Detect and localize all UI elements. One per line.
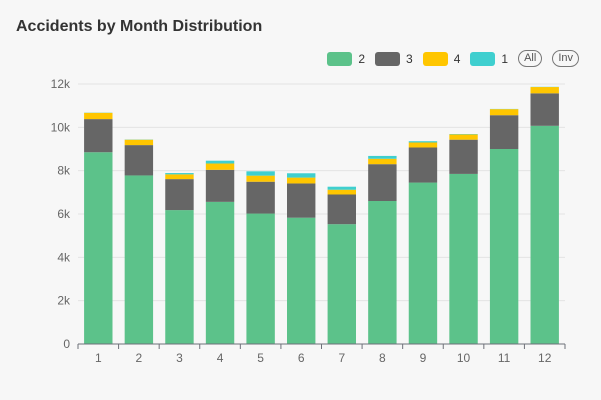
legend-swatch-2 [327,51,353,66]
bar-segment[interactable] [205,169,235,202]
y-tick-label: 0 [63,337,70,351]
bar-segment[interactable] [287,183,316,218]
x-tick-label: 3 [176,351,183,365]
legend-label-1: 1 [501,51,509,66]
x-tick-label: 10 [457,351,471,365]
bar-segment[interactable] [368,155,397,159]
x-tick-label: 11 [498,351,511,365]
bar-segment[interactable] [449,134,478,140]
bar-segment[interactable] [408,141,438,143]
y-tick-label: 6k [57,207,71,221]
bar-segment[interactable] [124,175,154,344]
x-tick-label: 12 [538,351,552,365]
bar-segment[interactable] [489,109,519,116]
legend: 2 3 4 1 All Inv [327,50,579,67]
bar-segment[interactable] [530,125,559,344]
bar-segment[interactable] [165,173,194,175]
legend-label-4: 4 [453,51,461,66]
y-tick-label: 4k [57,250,71,264]
bar-segment[interactable] [489,149,519,344]
x-tick-label: 5 [257,351,264,365]
y-tick-label: 8k [57,164,71,178]
legend-swatch-3 [375,51,401,66]
bar-segment[interactable] [449,173,478,344]
y-tick-label: 12k [51,77,71,91]
y-tick-label: 10k [51,120,71,134]
bar-segment[interactable] [246,181,275,214]
bar-segment[interactable] [530,87,559,94]
bar-segment[interactable] [246,171,275,176]
bar-segment[interactable] [327,189,356,195]
legend-swatch-1 [470,51,496,66]
x-tick-label: 9 [420,351,427,365]
bar-segment[interactable] [287,217,316,344]
bar-segment[interactable] [368,201,397,344]
invert-selection-button[interactable]: Inv [552,50,579,67]
bar-segment[interactable] [368,164,397,201]
bar-segment[interactable] [408,147,438,183]
bar-segment[interactable] [84,112,113,120]
bar-segment[interactable] [408,142,438,148]
bar-segment[interactable] [368,158,397,165]
select-all-button[interactable]: All [518,50,543,67]
bar-segment[interactable] [408,182,438,344]
bar-segment[interactable] [449,139,478,174]
bar-segment[interactable] [124,145,154,176]
bar-segment[interactable] [489,115,519,149]
x-tick-label: 8 [379,351,386,365]
bar-segment[interactable] [84,119,113,153]
legend-label-2: 2 [358,51,366,66]
bar-segment[interactable] [205,201,235,344]
bar-segment[interactable] [246,175,275,182]
legend-label-3: 3 [406,51,413,66]
legend-item-3[interactable]: 3 [375,51,413,66]
x-tick-label: 1 [95,351,102,365]
grid-lines [78,83,565,302]
x-tick-label: 4 [217,351,224,365]
y-tick-label: 2k [57,294,71,308]
bar-segment[interactable] [205,163,235,170]
bar-segment[interactable] [287,173,316,178]
legend-item-2[interactable]: 2 [327,51,366,66]
bar-segment[interactable] [530,93,559,126]
bar-segment[interactable] [287,177,316,184]
bar-segment[interactable] [327,224,356,344]
bar-segment[interactable] [246,213,275,344]
x-tick-label: 7 [338,351,345,365]
bar-segment[interactable] [205,160,235,164]
bar-segment[interactable] [327,186,356,190]
bar-segment[interactable] [124,139,154,146]
x-tick-label: 6 [298,351,305,365]
bar-segment[interactable] [165,174,194,180]
legend-item-1[interactable]: 1 [470,51,509,66]
bar-segment[interactable] [165,210,194,344]
bar-segment[interactable] [327,194,356,225]
chart-title: Accidents by Month Distribution [16,18,263,35]
legend-swatch-4 [422,51,448,66]
x-tick-label: 2 [136,351,143,365]
bars [84,86,559,344]
bar-segment[interactable] [84,152,113,344]
bar-segment[interactable] [165,179,194,211]
legend-item-4[interactable]: 4 [422,51,461,66]
